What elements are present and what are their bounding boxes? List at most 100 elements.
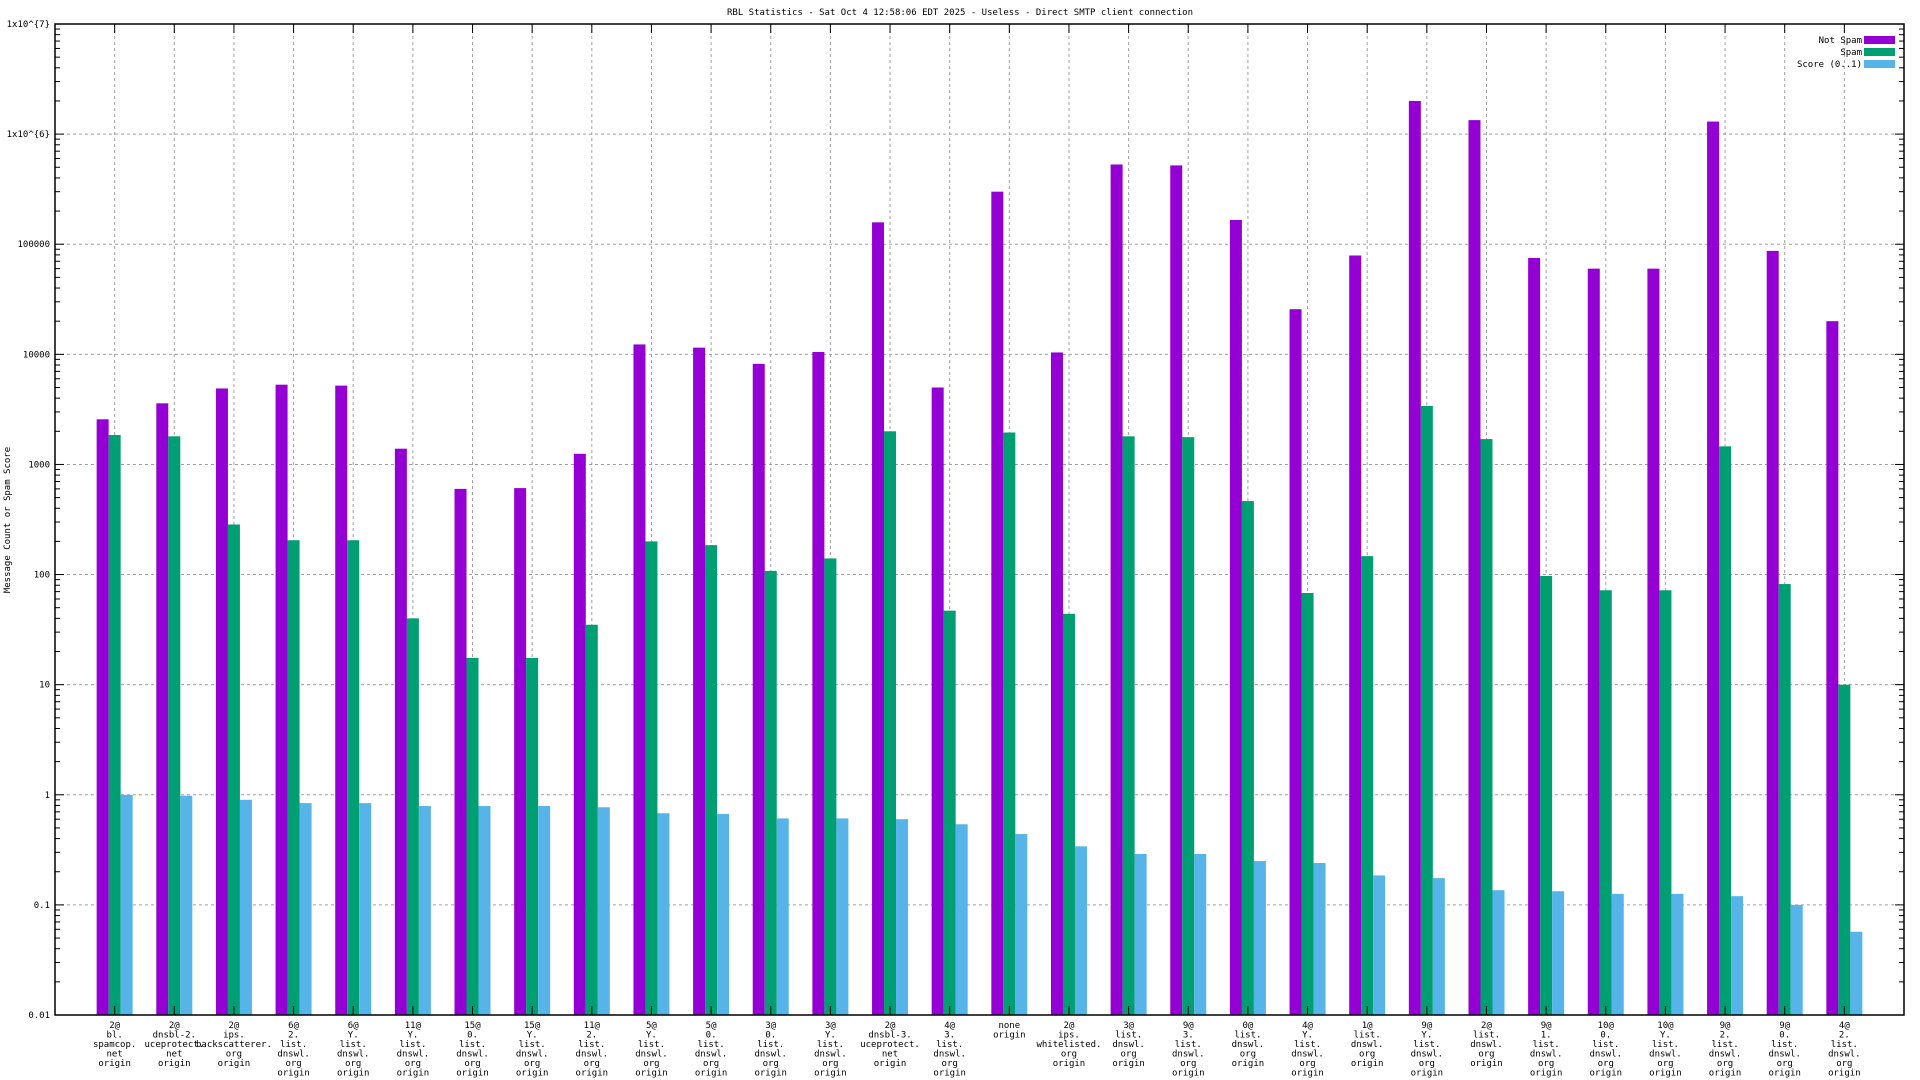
x-tick-label: origin bbox=[98, 1059, 131, 1069]
bar-spam bbox=[526, 657, 539, 1015]
x-tick-label: origin bbox=[1411, 1069, 1444, 1079]
bar-not-spam bbox=[693, 347, 706, 1015]
bar-spam bbox=[943, 610, 956, 1015]
x-tick-label: org bbox=[226, 1050, 242, 1060]
x-tick-label: origin bbox=[1530, 1069, 1563, 1079]
bar-not-spam bbox=[1468, 120, 1481, 1015]
bar-not-spam bbox=[573, 453, 586, 1016]
x-tick-label: org bbox=[1299, 1059, 1315, 1069]
x-tick-label: origin bbox=[993, 1031, 1026, 1041]
x-tick-label: dnswl. bbox=[1530, 1050, 1563, 1060]
x-tick-label: dnswl. bbox=[1470, 1040, 1503, 1050]
x-tick-label: 10@ bbox=[1657, 1021, 1674, 1031]
bar-not-spam bbox=[1826, 321, 1839, 1015]
bar-spam bbox=[347, 540, 360, 1015]
bar-spam bbox=[1182, 437, 1195, 1015]
bar-spam bbox=[1480, 439, 1493, 1015]
x-tick-label: list. bbox=[1533, 1040, 1560, 1050]
bar-score bbox=[1611, 893, 1624, 1015]
bar-spam bbox=[406, 618, 419, 1015]
x-tick-label: list. bbox=[757, 1040, 784, 1050]
x-tick-label: origin bbox=[635, 1069, 668, 1079]
x-tick-label: backscatterer. bbox=[196, 1040, 272, 1050]
x-tick-label: origin bbox=[277, 1069, 310, 1079]
bar-spam bbox=[824, 558, 837, 1015]
x-tick-label: 3@ bbox=[825, 1021, 836, 1031]
x-tick-label: uceprotect. bbox=[144, 1040, 204, 1050]
bar-spam bbox=[1838, 684, 1851, 1015]
x-tick-label: dnswl. bbox=[1411, 1050, 1444, 1060]
x-tick-label: dnswl. bbox=[516, 1050, 549, 1060]
x-tick-label: origin bbox=[576, 1069, 609, 1079]
x-tick-label: 2. bbox=[288, 1031, 299, 1041]
x-tick-label: list. bbox=[1294, 1040, 1321, 1050]
x-tick-label: list. bbox=[340, 1040, 367, 1050]
x-tick-label: ips. bbox=[223, 1031, 245, 1041]
x-tick-label: 3@ bbox=[1123, 1021, 1134, 1031]
x-tick-label: origin bbox=[218, 1059, 251, 1069]
x-tick-label: org bbox=[703, 1059, 719, 1069]
x-tick-label: dnswl. bbox=[1768, 1050, 1801, 1060]
bar-score bbox=[418, 806, 431, 1015]
x-tick-label: Y. bbox=[407, 1031, 418, 1041]
x-tick-label: spamcop. bbox=[93, 1040, 136, 1050]
x-tick-label: list. bbox=[1652, 1040, 1679, 1050]
bar-score bbox=[657, 813, 670, 1015]
x-tick-label: 15@ bbox=[524, 1021, 541, 1031]
x-tick-label: list. bbox=[1354, 1031, 1381, 1041]
x-tick-label: dnswl. bbox=[397, 1050, 430, 1060]
x-tick-label: origin bbox=[1172, 1069, 1205, 1079]
bar-not-spam bbox=[335, 385, 348, 1016]
y-tick-label: 1x10^{7} bbox=[7, 20, 50, 30]
bar-score bbox=[1850, 931, 1863, 1015]
bar-score bbox=[359, 803, 372, 1015]
x-tick-label: origin bbox=[337, 1069, 370, 1079]
x-tick-label: 2. bbox=[1720, 1031, 1731, 1041]
x-tick-label: 0. bbox=[706, 1031, 717, 1041]
bar-not-spam bbox=[1647, 268, 1660, 1015]
x-tick-label: origin bbox=[456, 1069, 489, 1079]
bar-spam bbox=[1659, 590, 1672, 1015]
x-tick-label: ips. bbox=[1058, 1031, 1080, 1041]
x-tick-label: dnswl. bbox=[576, 1050, 609, 1060]
x-tick-label: list. bbox=[638, 1040, 665, 1050]
x-tick-label: org bbox=[1478, 1050, 1494, 1060]
x-tick-label: org bbox=[1598, 1059, 1614, 1069]
bar-spam bbox=[1241, 501, 1254, 1016]
bar-not-spam bbox=[633, 344, 646, 1015]
x-tick-label: 9@ bbox=[1720, 1021, 1731, 1031]
x-tick-label: list. bbox=[817, 1040, 844, 1050]
x-tick-label: dnswl. bbox=[754, 1050, 787, 1060]
x-tick-label: 3. bbox=[1183, 1031, 1194, 1041]
x-tick-label: dnswl. bbox=[1709, 1050, 1742, 1060]
x-tick-label: 2@ bbox=[169, 1021, 180, 1031]
x-tick-label: org bbox=[345, 1059, 361, 1069]
y-tick-label: 10000 bbox=[23, 350, 50, 360]
bar-score bbox=[896, 819, 909, 1015]
bar-not-spam bbox=[872, 222, 885, 1015]
x-tick-label: origin bbox=[695, 1069, 728, 1079]
bar-score bbox=[1253, 861, 1266, 1015]
x-tick-label: origin bbox=[933, 1069, 966, 1079]
x-tick-label: 5@ bbox=[646, 1021, 657, 1031]
x-tick-label: net bbox=[882, 1050, 898, 1060]
chart-title: RBL Statistics - Sat Oct 4 12:58:06 EDT … bbox=[727, 8, 1193, 18]
legend-swatch bbox=[1864, 60, 1895, 68]
x-tick-label: Y. bbox=[825, 1031, 836, 1041]
x-tick-label: 4@ bbox=[944, 1021, 955, 1031]
bar-score bbox=[1194, 853, 1207, 1015]
x-tick-label: list. bbox=[1473, 1031, 1500, 1041]
x-tick-label: origin bbox=[1112, 1059, 1145, 1069]
x-tick-label: dnswl. bbox=[1351, 1040, 1384, 1050]
x-tick-label: list. bbox=[698, 1040, 725, 1050]
x-tick-label: org bbox=[643, 1059, 659, 1069]
x-tick-label: list. bbox=[399, 1040, 426, 1050]
y-axis-label: Message Count or Spam Score bbox=[3, 447, 13, 593]
x-tick-label: 2@ bbox=[885, 1021, 896, 1031]
y-tick-label: 1x10^{6} bbox=[7, 130, 50, 140]
x-tick-label: origin bbox=[754, 1069, 787, 1079]
x-tick-label: origin bbox=[1351, 1059, 1384, 1069]
bar-not-spam bbox=[454, 488, 467, 1016]
legend-label: Score (0..1) bbox=[1797, 60, 1862, 70]
bar-not-spam bbox=[991, 191, 1004, 1016]
